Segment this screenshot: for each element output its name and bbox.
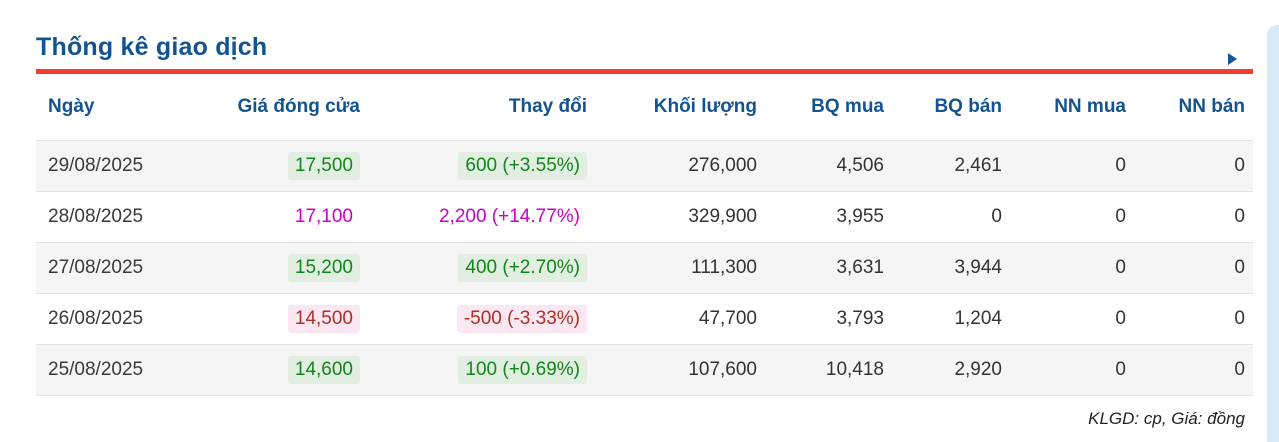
table-row: 28/08/2025 17,100 2,200 (+14.77%) 329,90… — [36, 191, 1253, 243]
column-header-foreign-buy: NN mua — [1054, 96, 1126, 117]
close-price-cell: 15,200 — [216, 243, 360, 294]
close-price-cell: 17,500 — [216, 141, 360, 192]
avg-buy-cell: 3,793 — [836, 308, 884, 329]
foreign-buy-cell: 0 — [1115, 257, 1126, 278]
change-cell: 2,200 (+14.77%) — [438, 206, 580, 227]
date-cell: 27/08/2025 — [48, 257, 144, 278]
avg-sell-cell: 1,204 — [954, 308, 1002, 329]
foreign-sell-cell: 0 — [1234, 257, 1245, 278]
title-divider — [36, 69, 1253, 74]
volume-cell: 111,300 — [691, 257, 757, 278]
avg-sell-cell: 2,920 — [954, 359, 1002, 380]
avg-sell-cell: 0 — [991, 206, 1002, 227]
close-price-cell: 14,600 — [216, 345, 360, 396]
units-note: KLGD: cp, Giá: đồng — [1088, 409, 1245, 428]
change-cell: -500 (-3.33%) — [360, 294, 587, 345]
column-header-volume: Khối lượng — [653, 96, 757, 117]
avg-buy-cell: 3,631 — [836, 257, 884, 278]
change-cell: 600 (+3.55%) — [360, 141, 587, 192]
volume-cell: 107,600 — [688, 359, 757, 380]
adjacent-panel-edge — [1267, 25, 1279, 442]
date-cell: 26/08/2025 — [48, 308, 144, 329]
foreign-sell-cell: 0 — [1234, 308, 1245, 329]
avg-buy-cell: 3,955 — [836, 206, 884, 227]
avg-buy-cell: 4,506 — [836, 155, 884, 176]
close-price-cell: 14,500 — [216, 294, 360, 345]
column-header-avg-sell: BQ bán — [934, 96, 1002, 117]
column-header-foreign-sell: NN bán — [1178, 96, 1246, 117]
chevron-right-icon[interactable] — [1228, 53, 1237, 65]
date-cell: 25/08/2025 — [48, 359, 144, 380]
page-title: Thống kê giao dịch — [36, 33, 268, 61]
avg-sell-cell: 3,944 — [954, 257, 1002, 278]
table-row: 29/08/2025 17,500 600 (+3.55%) 276,000 4… — [36, 140, 1253, 192]
foreign-sell-cell: 0 — [1234, 206, 1245, 227]
trading-statistics-table: Ngày Giá đóng cửa Thay đổi Khối lượng BQ… — [36, 74, 1253, 396]
close-price-cell: 17,100 — [294, 206, 353, 227]
change-cell: 100 (+0.69%) — [360, 345, 587, 396]
table-row: 25/08/2025 14,600 100 (+0.69%) 107,600 1… — [36, 344, 1253, 396]
foreign-sell-cell: 0 — [1234, 155, 1245, 176]
table-row: 27/08/2025 15,200 400 (+2.70%) 111,300 3… — [36, 242, 1253, 294]
change-cell: 400 (+2.70%) — [360, 243, 587, 294]
table-row: 26/08/2025 14,500 -500 (-3.33%) 47,700 3… — [36, 293, 1253, 345]
foreign-buy-cell: 0 — [1115, 206, 1126, 227]
volume-cell: 47,700 — [698, 308, 757, 329]
volume-cell: 329,900 — [688, 206, 757, 227]
column-header-date: Ngày — [48, 96, 95, 117]
date-cell: 28/08/2025 — [48, 206, 144, 227]
volume-cell: 276,000 — [688, 155, 757, 176]
foreign-buy-cell: 0 — [1115, 308, 1126, 329]
foreign-buy-cell: 0 — [1115, 155, 1126, 176]
column-header-avg-buy: BQ mua — [811, 96, 884, 117]
column-header-close-price: Giá đóng cửa — [237, 96, 361, 117]
foreign-buy-cell: 0 — [1115, 359, 1126, 380]
table-header-row: Ngày Giá đóng cửa Thay đổi Khối lượng BQ… — [36, 74, 1253, 141]
foreign-sell-cell: 0 — [1234, 359, 1245, 380]
avg-sell-cell: 2,461 — [954, 155, 1002, 176]
date-cell: 29/08/2025 — [48, 155, 144, 176]
trading-statistics-panel: Thống kê giao dịch Ngày Giá đóng cửa Tha… — [36, 0, 1253, 429]
column-header-change: Thay đổi — [508, 96, 587, 117]
avg-buy-cell: 10,418 — [825, 359, 884, 380]
